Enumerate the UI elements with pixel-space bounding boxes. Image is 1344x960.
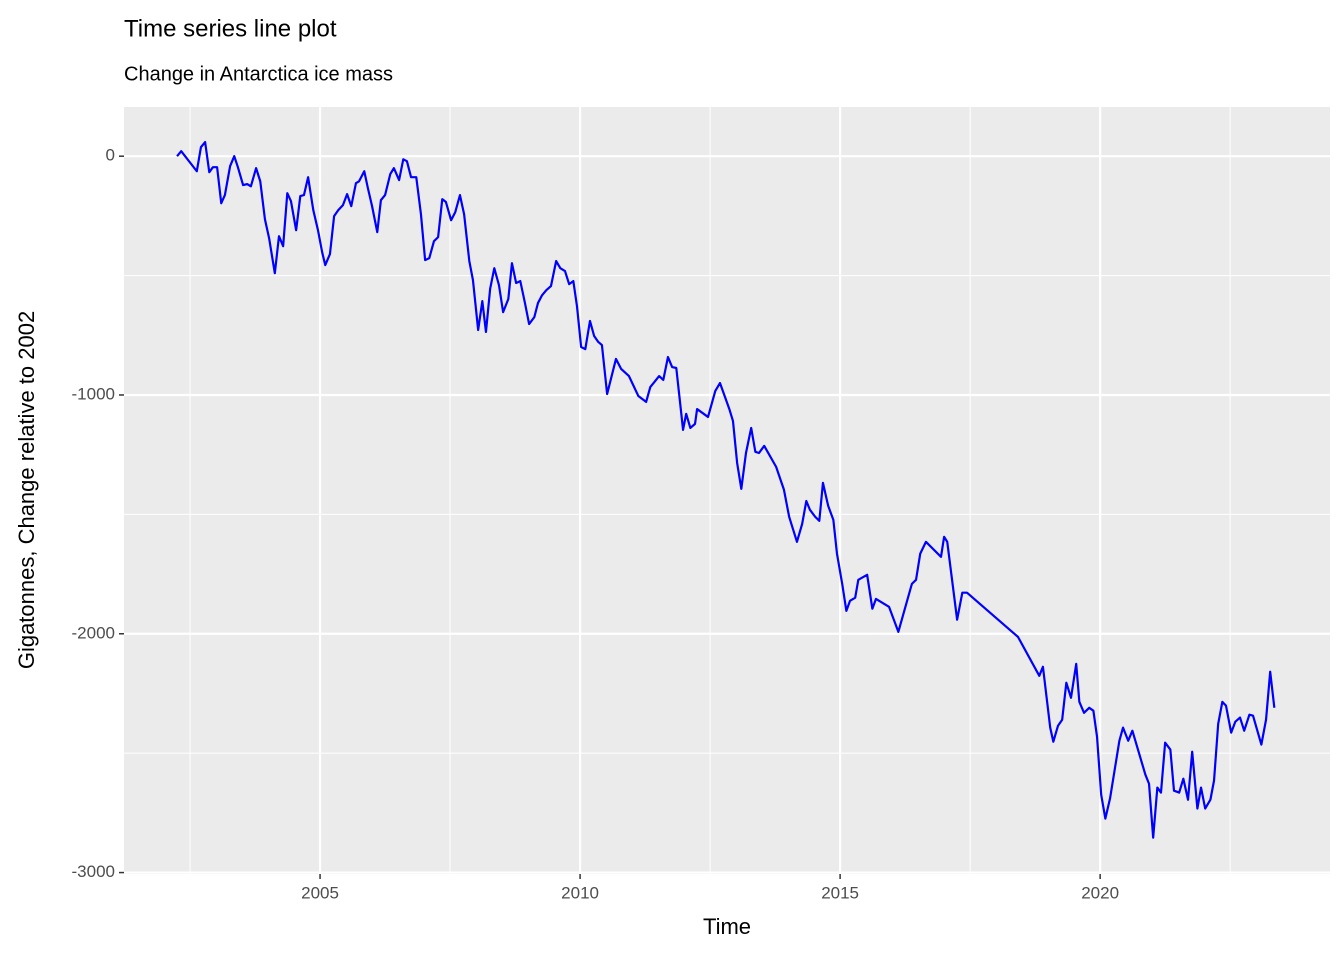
chart-subtitle: Change in Antarctica ice mass — [124, 63, 393, 85]
chart-title: Time series line plot — [124, 15, 337, 42]
y-tick-label: -3000 — [72, 862, 115, 881]
x-axis-label: Time — [703, 914, 751, 939]
data-line — [176, 141, 1276, 839]
y-tick-label: -2000 — [72, 623, 115, 642]
y-tick-label: 0 — [106, 146, 115, 165]
plot-panel — [124, 107, 1330, 874]
x-tick-label: 2005 — [301, 883, 339, 902]
x-tick-label: 2010 — [561, 883, 599, 902]
y-tick-label: -1000 — [72, 384, 115, 403]
x-tick-label: 2015 — [821, 883, 859, 902]
x-tick-label: 2020 — [1081, 883, 1119, 902]
y-axis-label: Gigatonnes, Change relative to 2002 — [14, 311, 39, 669]
